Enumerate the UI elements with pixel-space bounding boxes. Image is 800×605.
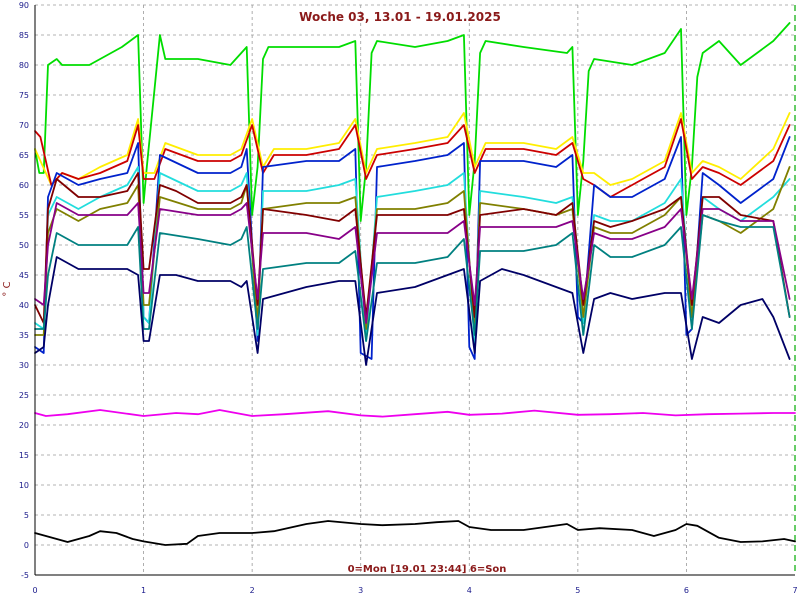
x-tick-label: 7 (792, 586, 797, 595)
y-tick-label: 45 (19, 271, 29, 280)
y-tick-label: 30 (19, 361, 29, 370)
y-tick-label: 80 (19, 61, 29, 70)
y-tick-label: 15 (19, 451, 29, 460)
series-line-7 (34, 202, 791, 324)
x-tick-label: 6 (684, 586, 689, 595)
y-tick-label: 50 (19, 241, 29, 250)
chart-title: Woche 03, 13.01 - 19.01.2025 (299, 10, 501, 24)
series-line-8 (34, 214, 791, 342)
y-tick-label: 65 (19, 151, 29, 160)
x-tick-label: 3 (358, 586, 363, 595)
series-line-2 (34, 118, 791, 198)
y-tick-label: 35 (19, 331, 29, 340)
x-tick-label: 5 (575, 586, 580, 595)
y-tick-label: 75 (19, 91, 29, 100)
y-tick-label: 5 (24, 511, 29, 520)
series-line-11 (34, 520, 796, 546)
y-tick-label: 10 (19, 481, 29, 490)
y-tick-label: 55 (19, 211, 29, 220)
y-tick-label: -5 (21, 571, 29, 580)
series-line-0 (34, 22, 791, 222)
y-tick-label: 20 (19, 421, 29, 430)
x-tick-label: 0 (32, 586, 37, 595)
y-tick-label: 25 (19, 391, 29, 400)
chart-footer: 0=Mon [19.01 23:44] 6=Son (348, 564, 507, 575)
x-tick-label: 1 (141, 586, 146, 595)
series-line-9 (34, 256, 791, 366)
series-layer (34, 22, 796, 546)
y-tick-label: 60 (19, 181, 29, 190)
y-tick-label: 40 (19, 301, 29, 310)
y-axis-label: ° C (2, 281, 13, 296)
y-tick-label: 0 (24, 541, 29, 550)
y-tick-label: 85 (19, 31, 29, 40)
y-tick-label: 70 (19, 121, 29, 130)
y-tick-label: 90 (19, 1, 29, 10)
x-tick-label: 2 (250, 586, 255, 595)
series-line-10 (34, 409, 796, 418)
x-tick-label: 4 (467, 586, 472, 595)
